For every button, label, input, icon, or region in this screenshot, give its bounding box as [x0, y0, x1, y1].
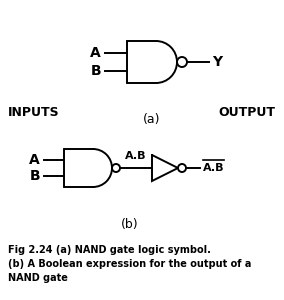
Text: A.B: A.B [203, 163, 224, 173]
Text: Fig 2.24 (a) NAND gate logic symbol.: Fig 2.24 (a) NAND gate logic symbol. [8, 245, 211, 255]
Text: (a): (a) [143, 113, 161, 126]
Text: OUTPUT: OUTPUT [218, 106, 275, 119]
Text: (b): (b) [121, 218, 139, 231]
Text: A: A [29, 153, 40, 166]
Text: NAND gate: NAND gate [8, 273, 68, 283]
Text: INPUTS: INPUTS [8, 106, 60, 119]
Text: B: B [90, 64, 101, 78]
Text: (b) A Boolean expression for the output of a: (b) A Boolean expression for the output … [8, 259, 251, 269]
Text: A.B: A.B [125, 151, 147, 161]
Text: A: A [90, 46, 101, 60]
Text: Y: Y [212, 55, 222, 69]
Text: B: B [29, 169, 40, 183]
